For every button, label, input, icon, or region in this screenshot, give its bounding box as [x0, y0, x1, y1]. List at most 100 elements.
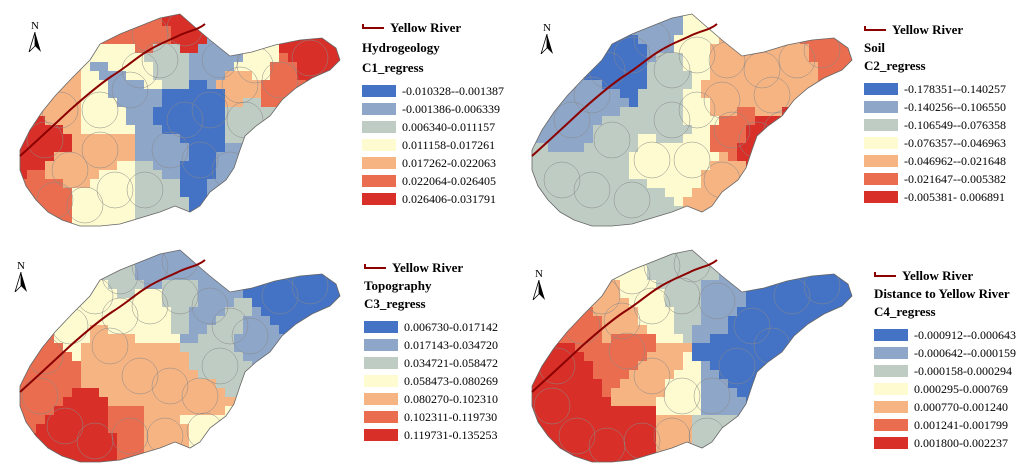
- county-cell: [755, 406, 765, 416]
- county-cell: [36, 224, 46, 226]
- county-cell: [638, 379, 648, 389]
- county-cell: [108, 271, 118, 281]
- county-cell: [90, 289, 100, 299]
- county-cell: [297, 352, 307, 362]
- county-cell: [782, 370, 792, 380]
- county-cell: [225, 280, 235, 290]
- legend-item: -0.021647--0.005382: [864, 170, 1006, 188]
- county-cell: [773, 170, 783, 180]
- county-cell: [36, 424, 46, 434]
- county-cell: [261, 388, 271, 398]
- county-cell: [782, 397, 792, 407]
- county-cell: [108, 224, 118, 226]
- county-cell: [288, 460, 298, 462]
- county-cell: [333, 397, 340, 407]
- county-cell: [324, 53, 334, 63]
- county-cell: [225, 442, 235, 452]
- county-cell: [171, 161, 181, 171]
- county-cell: [773, 406, 783, 416]
- county-cell: [27, 80, 37, 90]
- county-boundary: [543, 161, 581, 199]
- county-cell: [656, 370, 666, 380]
- county-cell: [566, 26, 576, 36]
- county-cell: [532, 170, 540, 180]
- county-cell: [207, 14, 217, 18]
- county-cell: [836, 361, 846, 371]
- county-boundary: [588, 427, 626, 462]
- county-cell: [710, 206, 720, 216]
- river-line-icon: [364, 264, 386, 269]
- county-cell: [324, 197, 334, 207]
- county-cell: [764, 89, 774, 99]
- county-cell: [827, 152, 837, 162]
- county-cell: [324, 370, 334, 380]
- county-cell: [207, 442, 217, 452]
- county-cell: [539, 26, 549, 36]
- county-cell: [845, 415, 852, 425]
- county-cell: [746, 98, 756, 108]
- county-cell: [189, 125, 199, 135]
- county-cell: [647, 215, 657, 225]
- county-cell: [827, 125, 837, 135]
- county-cell: [584, 250, 594, 254]
- county-cell: [593, 179, 603, 189]
- county-cell: [333, 80, 340, 90]
- county-cell: [557, 215, 567, 225]
- county-cell: [755, 379, 765, 389]
- county-cell: [252, 433, 262, 443]
- county-cell: [818, 316, 828, 326]
- county-cell: [566, 125, 576, 135]
- county-cell: [602, 89, 612, 99]
- legend-swatch: [874, 347, 908, 359]
- county-cell: [746, 250, 756, 254]
- county-cell: [620, 316, 630, 326]
- county-cell: [135, 250, 145, 254]
- county-cell: [324, 143, 334, 153]
- county-cell: [791, 179, 801, 189]
- county-cell: [692, 134, 702, 144]
- county-cell: [54, 325, 64, 335]
- county-cell: [162, 460, 172, 462]
- county-cell: [342, 370, 350, 380]
- county-cell: [647, 397, 657, 407]
- county-cell: [593, 116, 603, 126]
- county-cell: [144, 289, 154, 299]
- county-cell: [108, 53, 118, 63]
- county-cell: [692, 17, 702, 27]
- county-cell: [532, 334, 540, 344]
- county-cell: [692, 397, 702, 407]
- county-cell: [728, 14, 738, 18]
- county-cell: [557, 14, 567, 18]
- county-cell: [755, 424, 765, 434]
- county-cell: [297, 14, 307, 18]
- county-cell: [90, 325, 100, 335]
- county-cell: [827, 334, 837, 344]
- county-cell: [584, 325, 594, 335]
- county-cell: [719, 433, 729, 443]
- county-cell: [261, 271, 271, 281]
- county-cell: [270, 280, 280, 290]
- legend-swatch: [362, 103, 396, 115]
- county-cell: [854, 406, 862, 416]
- county-cell: [20, 80, 28, 90]
- county-cell: [638, 98, 648, 108]
- county-cell: [755, 206, 765, 216]
- county-cell: [584, 197, 594, 207]
- county-cell: [20, 433, 28, 443]
- legend-item: -0.000158-0.000294: [874, 362, 1016, 380]
- county-cell: [827, 280, 837, 290]
- county-cell: [45, 307, 55, 317]
- county-cell: [755, 116, 765, 126]
- county-cell: [638, 170, 648, 180]
- county-cell: [20, 379, 28, 389]
- county-cell: [225, 307, 235, 317]
- county-cell: [611, 188, 621, 198]
- county-cell: [836, 44, 846, 54]
- county-cell: [728, 250, 738, 254]
- county-cell: [629, 107, 639, 117]
- county-cell: [189, 343, 199, 353]
- county-cell: [225, 406, 235, 416]
- county-cell: [532, 161, 540, 171]
- county-cell: [54, 161, 64, 171]
- legend-swatch: [364, 357, 398, 369]
